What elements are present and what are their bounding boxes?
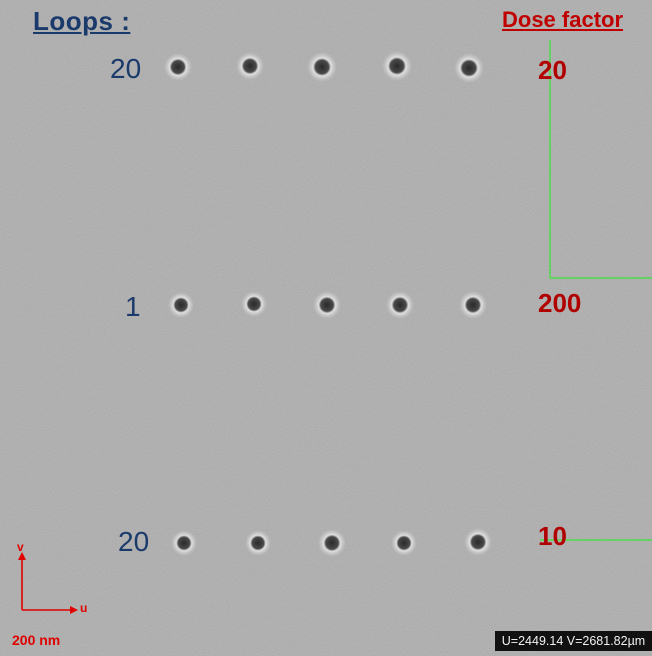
dot xyxy=(459,291,487,319)
dot-row-2 xyxy=(168,291,487,319)
loops-value-row-3: 20 xyxy=(118,526,150,557)
dot xyxy=(171,530,197,556)
dot xyxy=(307,52,337,82)
scale-bar-label: 200 nm xyxy=(12,632,61,648)
dot xyxy=(236,52,264,80)
loops-value-row-2: 1 xyxy=(125,291,141,322)
guide-lines xyxy=(540,40,652,541)
coordinate-readout: U=2449.14 V=2681.82µm xyxy=(495,631,652,651)
guide-line-upper xyxy=(549,40,652,279)
loops-header: Loops : xyxy=(33,6,131,36)
dot xyxy=(391,530,417,556)
dot xyxy=(313,291,341,319)
dose-value-row-3: 10 xyxy=(538,521,567,551)
dot xyxy=(168,292,194,318)
dot xyxy=(245,530,271,556)
loops-value-row-1: 20 xyxy=(110,53,142,84)
axis-v-label: v xyxy=(17,540,24,554)
dot xyxy=(454,53,484,83)
dose-factor-header: Dose factor xyxy=(502,7,624,32)
dot xyxy=(164,53,192,81)
dot-row-1 xyxy=(164,51,484,83)
dot-row-3 xyxy=(171,528,492,557)
dot xyxy=(318,529,346,557)
uv-axis-icon xyxy=(18,552,78,614)
dot xyxy=(382,51,412,81)
dose-value-row-2: 200 xyxy=(538,288,582,318)
dot xyxy=(386,291,414,319)
axis-u-label: u xyxy=(80,601,88,615)
dose-value-row-1: 20 xyxy=(538,55,567,85)
dot xyxy=(241,291,267,317)
dot xyxy=(464,528,492,556)
